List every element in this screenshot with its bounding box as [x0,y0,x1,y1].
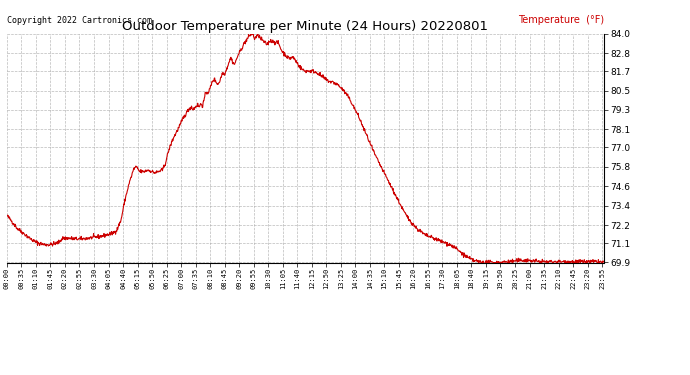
Text: Temperature  (°F): Temperature (°F) [518,15,604,25]
Title: Outdoor Temperature per Minute (24 Hours) 20220801: Outdoor Temperature per Minute (24 Hours… [122,20,489,33]
Text: Copyright 2022 Cartronics.com: Copyright 2022 Cartronics.com [7,16,152,25]
